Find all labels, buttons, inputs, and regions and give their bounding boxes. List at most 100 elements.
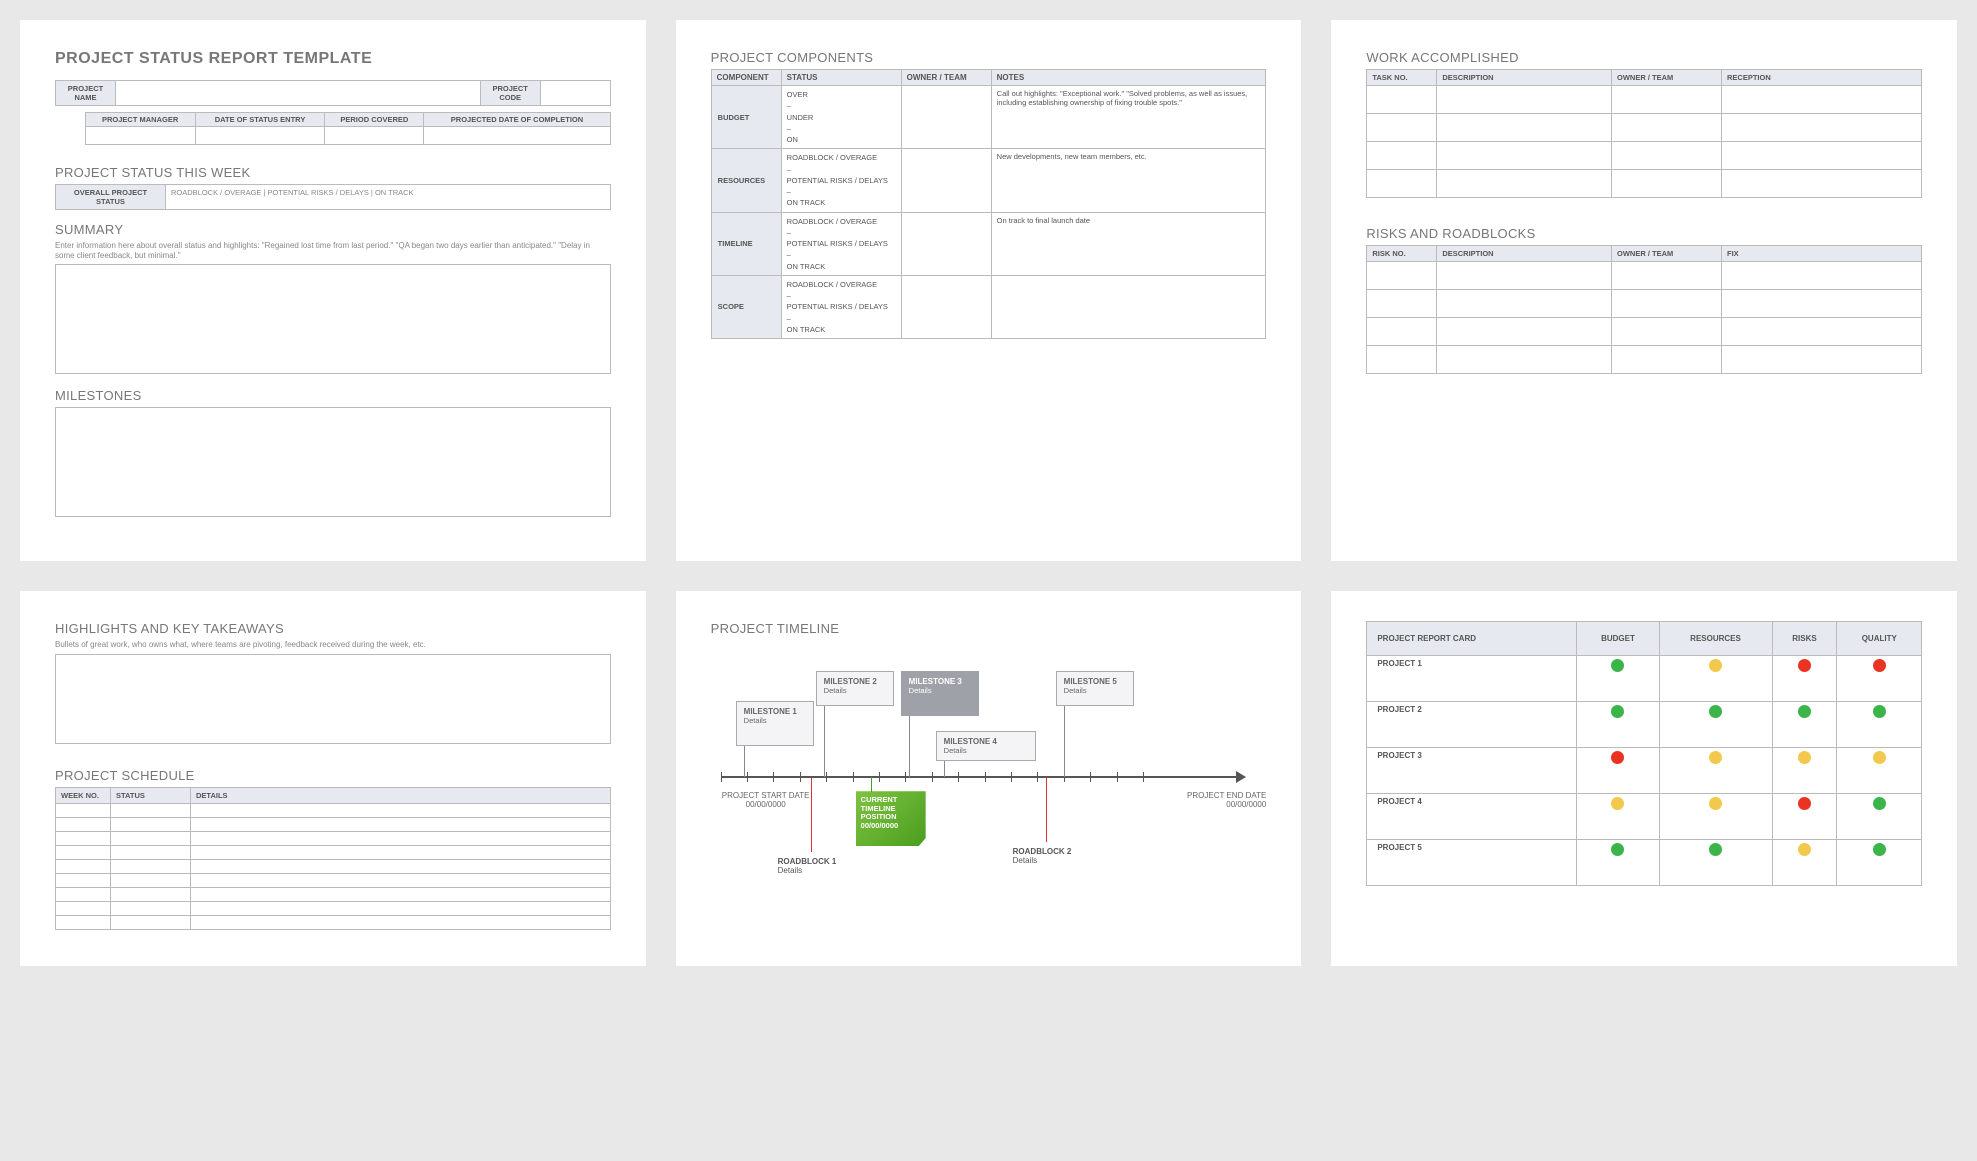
status-cell bbox=[1772, 840, 1837, 886]
row-label: TIMELINE bbox=[711, 212, 781, 275]
cell bbox=[1722, 142, 1922, 170]
cell bbox=[191, 845, 611, 859]
status-cell bbox=[1772, 656, 1837, 702]
end-label: PROJECT END DATE bbox=[1166, 791, 1266, 800]
page-work-risks: WORK ACCOMPLISHED TASK NO.DESCRIPTIONOWN… bbox=[1331, 20, 1957, 561]
tick bbox=[747, 772, 748, 782]
label-overall-status: OVERALL PROJECT STATUS bbox=[56, 185, 166, 210]
row-label: PROJECT 4 bbox=[1367, 794, 1577, 840]
start-date: 00/00/0000 bbox=[716, 800, 816, 809]
status-dot-green bbox=[1611, 843, 1624, 856]
cell bbox=[1367, 114, 1437, 142]
status-cell bbox=[1659, 794, 1772, 840]
roadblock-title: ROADBLOCK 1 bbox=[778, 857, 849, 866]
cell bbox=[56, 915, 111, 929]
cell bbox=[1722, 170, 1922, 198]
status-cell bbox=[1577, 840, 1659, 886]
cell bbox=[56, 859, 111, 873]
current-marker: CURRENTTIMELINEPOSITION00/00/0000 bbox=[856, 791, 926, 846]
cell bbox=[1367, 86, 1437, 114]
report-card-table: PROJECT REPORT CARDBUDGETRESOURCESRISKSQ… bbox=[1366, 621, 1922, 886]
label-project-code: PROJECT CODE bbox=[480, 81, 540, 106]
tick bbox=[1090, 772, 1091, 782]
cell bbox=[1722, 262, 1922, 290]
status-cell bbox=[1659, 840, 1772, 886]
tick bbox=[905, 772, 906, 782]
section-title: SUMMARY bbox=[55, 222, 611, 237]
status-cell: ROADBLOCK / OVERAGE – POTENTIAL RISKS / … bbox=[781, 275, 901, 338]
milestone-sub: Details bbox=[944, 746, 1028, 755]
meta-table-2: PROJECT MANAGER DATE OF STATUS ENTRY PER… bbox=[55, 112, 611, 145]
cell bbox=[1437, 86, 1612, 114]
cell bbox=[424, 127, 610, 145]
status-cell bbox=[1659, 656, 1772, 702]
tick bbox=[800, 772, 801, 782]
row-label: PROJECT 2 bbox=[1367, 702, 1577, 748]
tick bbox=[826, 772, 827, 782]
cell bbox=[1612, 318, 1722, 346]
page-title: PROJECT STATUS REPORT TEMPLATE bbox=[55, 50, 611, 68]
cell bbox=[1437, 318, 1612, 346]
cell bbox=[1612, 86, 1722, 114]
cell bbox=[1367, 142, 1437, 170]
start-label: PROJECT START DATE bbox=[716, 791, 816, 800]
header: OWNER / TEAM bbox=[1612, 246, 1722, 262]
tick bbox=[721, 772, 722, 782]
cell bbox=[56, 887, 111, 901]
cell bbox=[111, 901, 191, 915]
cell bbox=[111, 887, 191, 901]
milestone-title: MILESTONE 5 bbox=[1064, 677, 1126, 686]
notes-cell: New developments, new team members, etc. bbox=[991, 149, 1266, 212]
cell bbox=[111, 915, 191, 929]
cell bbox=[1612, 114, 1722, 142]
summary-box bbox=[55, 264, 611, 374]
header: PERIOD COVERED bbox=[325, 113, 424, 127]
header: RISKS bbox=[1772, 622, 1837, 656]
milestone-box: MILESTONE 1Details bbox=[736, 701, 814, 746]
tick bbox=[1037, 772, 1038, 782]
cell bbox=[56, 901, 111, 915]
template-gallery: PROJECT STATUS REPORT TEMPLATE PROJECT N… bbox=[20, 20, 1957, 966]
header: RECEPTION bbox=[1722, 70, 1922, 86]
leader-line bbox=[744, 746, 745, 777]
status-dot-red bbox=[1873, 659, 1886, 672]
header: NOTES bbox=[991, 70, 1266, 86]
milestones-box bbox=[55, 407, 611, 517]
end-date-label: PROJECT END DATE00/00/0000 bbox=[1166, 791, 1266, 809]
milestone-sub: Details bbox=[1064, 686, 1126, 695]
status-cell bbox=[1837, 702, 1922, 748]
cell bbox=[1367, 346, 1437, 374]
cell bbox=[56, 803, 111, 817]
status-cell bbox=[1577, 656, 1659, 702]
page-components: PROJECT COMPONENTS COMPONENT STATUS OWNE… bbox=[676, 20, 1302, 561]
row-label: SCOPE bbox=[711, 275, 781, 338]
page-status-report: PROJECT STATUS REPORT TEMPLATE PROJECT N… bbox=[20, 20, 646, 561]
cell bbox=[1612, 262, 1722, 290]
header: DESCRIPTION bbox=[1437, 70, 1612, 86]
cell bbox=[1367, 170, 1437, 198]
cell bbox=[191, 817, 611, 831]
owner-cell bbox=[901, 86, 991, 149]
work-table: TASK NO.DESCRIPTIONOWNER / TEAMRECEPTION bbox=[1366, 69, 1922, 198]
milestone-sub: Details bbox=[744, 716, 806, 725]
cell bbox=[1437, 142, 1612, 170]
start-date-label: PROJECT START DATE00/00/0000 bbox=[716, 791, 816, 809]
header: PROJECT REPORT CARD bbox=[1367, 622, 1577, 656]
cell bbox=[111, 831, 191, 845]
status-cell bbox=[1659, 702, 1772, 748]
status-cell bbox=[1659, 748, 1772, 794]
cell bbox=[1367, 290, 1437, 318]
cell bbox=[195, 127, 325, 145]
leader-line bbox=[1064, 706, 1065, 777]
section-title: MILESTONES bbox=[55, 388, 611, 403]
header: STATUS bbox=[781, 70, 901, 86]
milestone-box: MILESTONE 3Details bbox=[901, 671, 979, 716]
section-title: PROJECT TIMELINE bbox=[711, 621, 1267, 636]
status-cell bbox=[1837, 748, 1922, 794]
milestone-box: MILESTONE 2Details bbox=[816, 671, 894, 706]
tick bbox=[1143, 772, 1144, 782]
cell bbox=[111, 859, 191, 873]
cell bbox=[1437, 114, 1612, 142]
page-report-card: PROJECT REPORT CARDBUDGETRESOURCESRISKSQ… bbox=[1331, 591, 1957, 966]
milestone-title: MILESTONE 3 bbox=[909, 677, 971, 686]
